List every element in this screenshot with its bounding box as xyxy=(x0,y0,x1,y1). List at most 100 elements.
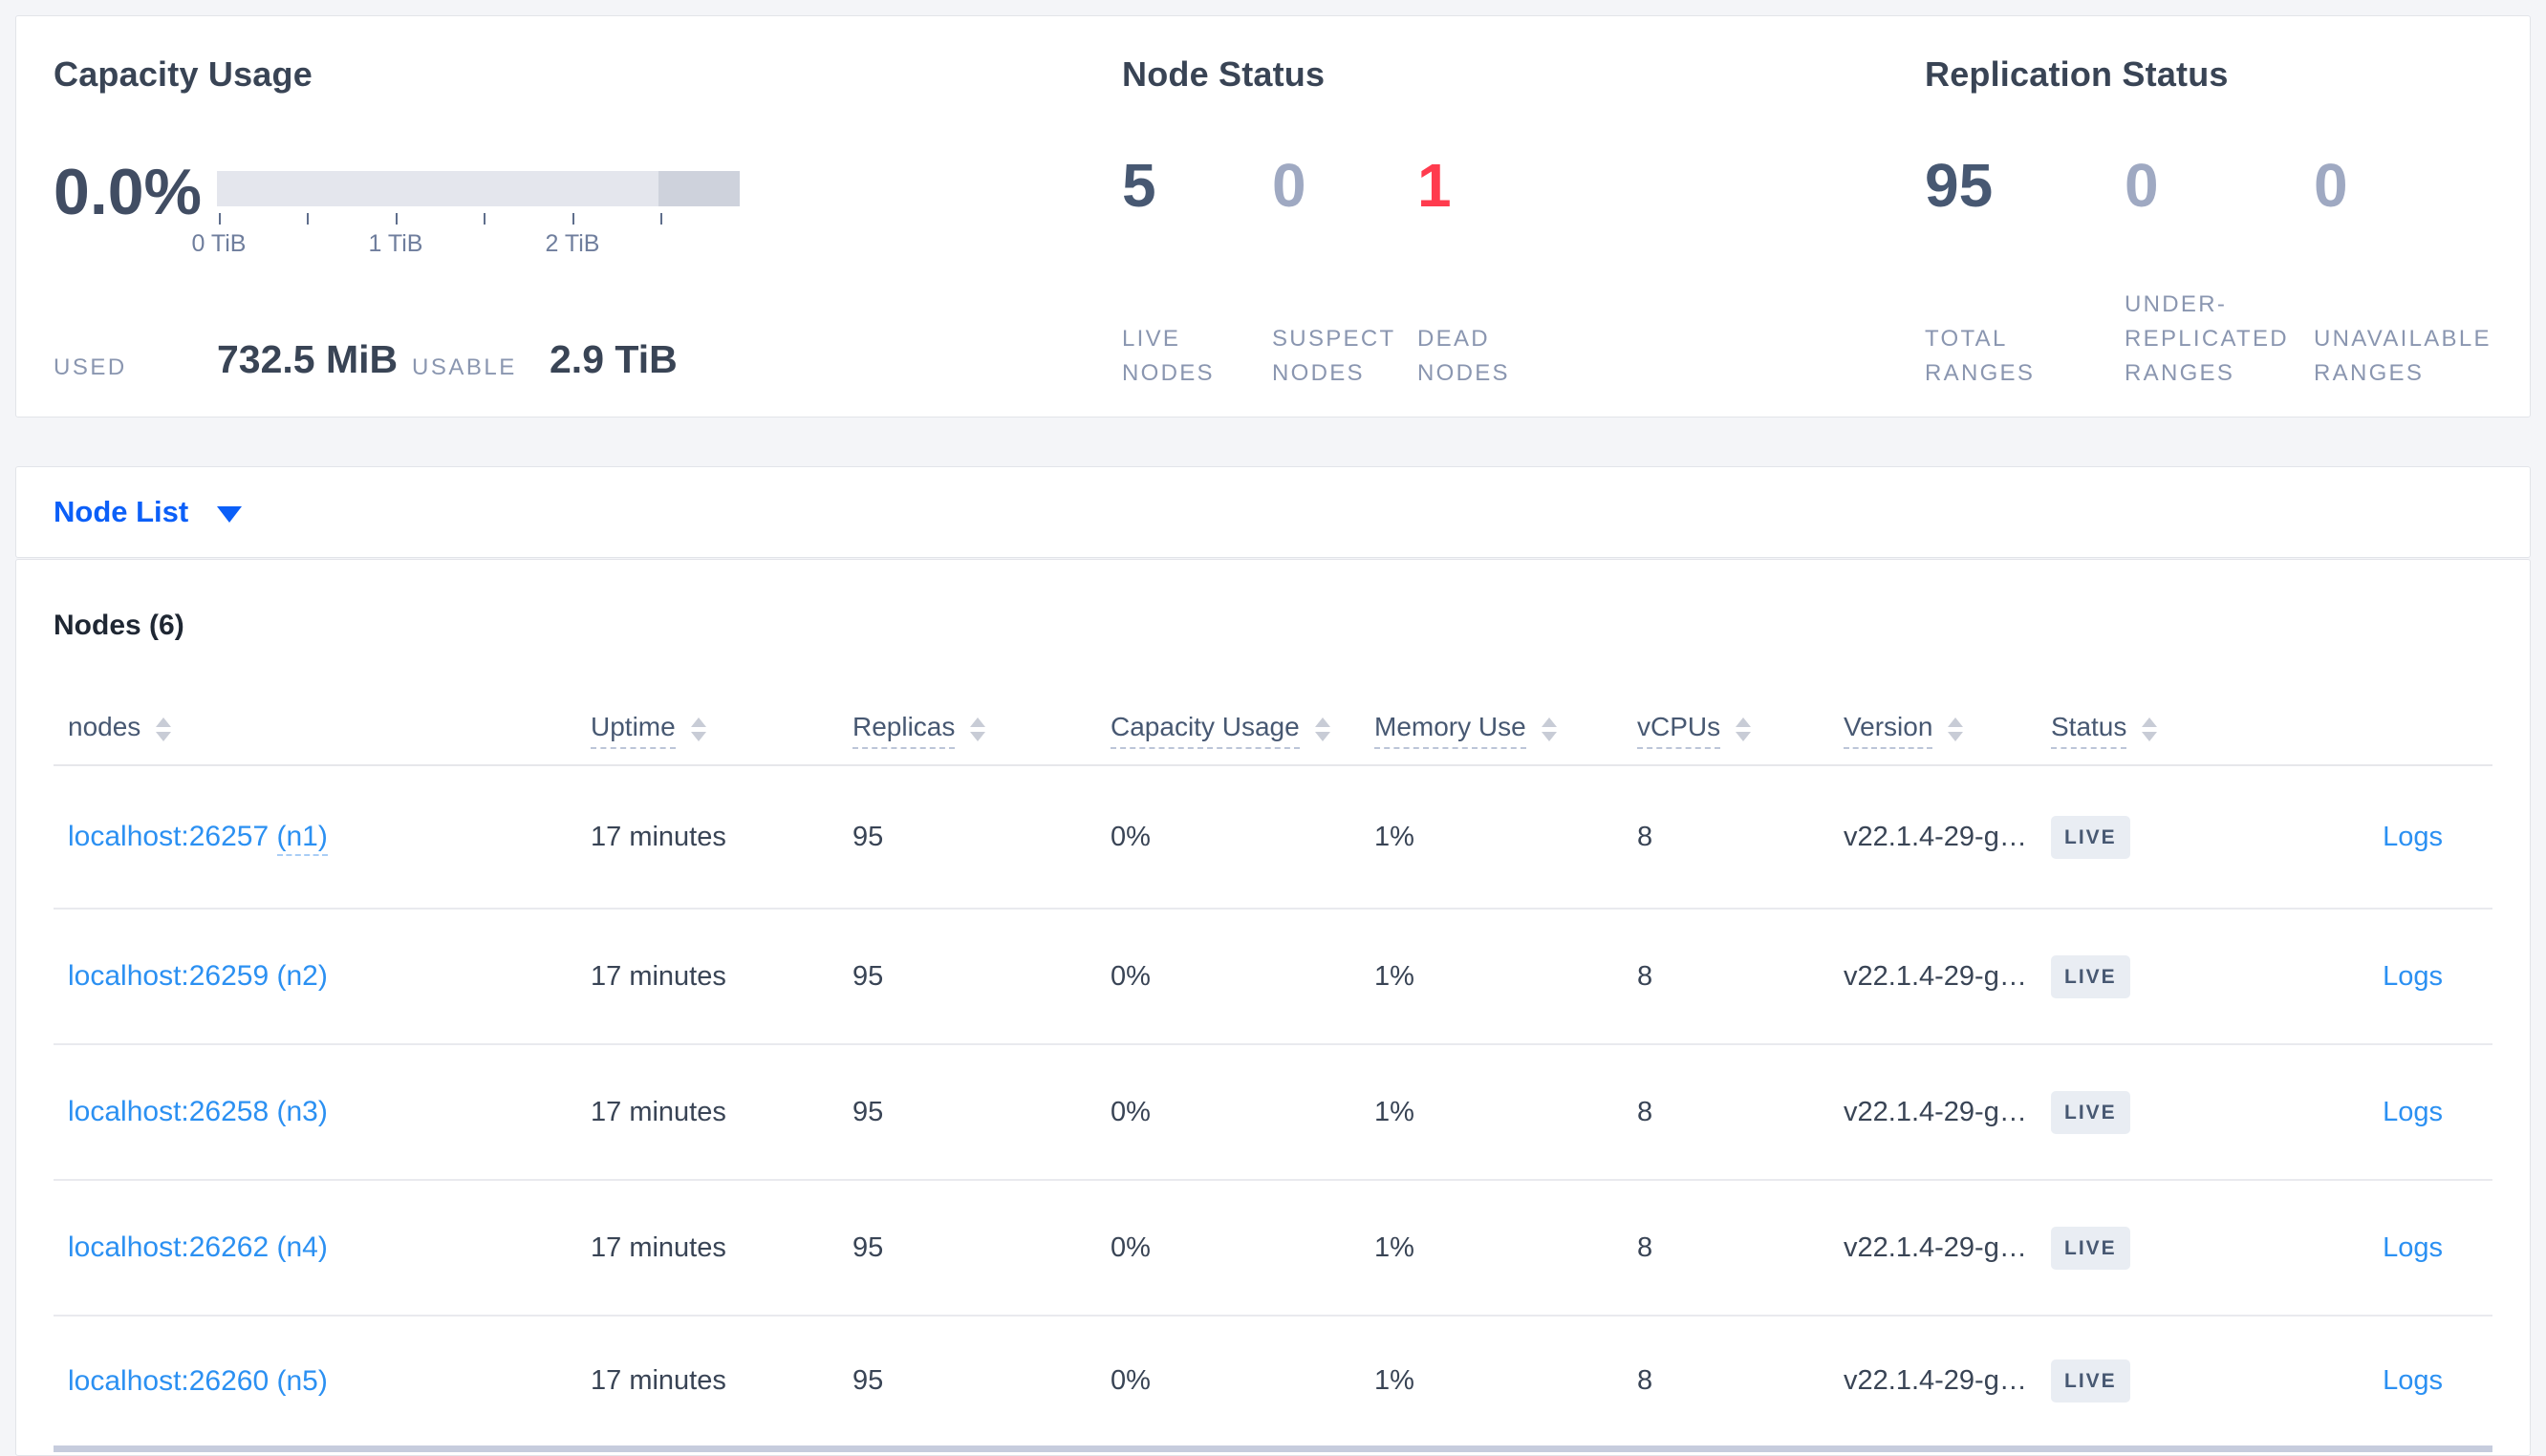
status-cell: LIVE xyxy=(2037,1226,2242,1270)
status-badge: LIVE xyxy=(2051,954,2130,998)
axis-tick xyxy=(484,213,485,225)
node-link[interactable]: localhost:26262 (n4) xyxy=(68,1231,328,1263)
capacity-usage-bar xyxy=(217,171,740,206)
axis-tick-label: 0 TiB xyxy=(191,230,247,257)
vcpus-cell: 8 xyxy=(1637,1096,1653,1127)
column-header-uptime[interactable]: Uptime xyxy=(576,713,838,749)
uptime-cell: 17 minutes xyxy=(591,1096,726,1127)
node-status-title: Node Status xyxy=(1122,54,1326,94)
logs-link[interactable]: Logs xyxy=(2383,1231,2443,1263)
node-link[interactable]: localhost:26257 (n1) xyxy=(68,821,328,856)
replication-status-card: Replication Status 95 TOTAL RANGES 0 UND… xyxy=(1925,16,2517,418)
logs-link[interactable]: Logs xyxy=(2383,960,2443,992)
column-header-vcpus[interactable]: vCPUs xyxy=(1623,713,1829,749)
column-header-label: Capacity Usage xyxy=(1111,713,1300,749)
total-ranges-value: 95 xyxy=(1925,151,1994,220)
replicas-cell: 95 xyxy=(852,1365,884,1396)
column-header-status[interactable]: Status xyxy=(2037,713,2242,749)
column-header-label: nodes xyxy=(68,712,141,741)
logs-link[interactable]: Logs xyxy=(2383,1096,2443,1127)
node-cell: localhost:26262 (n4) xyxy=(54,1231,576,1264)
capacity-usage-cell: 0% xyxy=(1111,960,1151,992)
node-link[interactable]: localhost:26258 (n3) xyxy=(68,1096,328,1127)
usable-value: 2.9 TiB xyxy=(550,337,678,381)
column-header-label: Version xyxy=(1844,713,1933,749)
suspect-nodes-metric: 0 SUSPECT NODES xyxy=(1272,16,1417,391)
sort-arrows-icon xyxy=(156,717,172,741)
memory-use-cell: 1% xyxy=(1374,821,1414,852)
memory-use-cell: 1% xyxy=(1374,960,1414,992)
vcpus-cell: 8 xyxy=(1637,960,1653,992)
uptime-cell: 17 minutes xyxy=(591,821,726,852)
suspect-nodes-value: 0 xyxy=(1272,151,1306,220)
unavailable-ranges-value: 0 xyxy=(2314,151,2348,220)
sort-arrows-icon xyxy=(1541,717,1557,741)
logs-cell: Logs xyxy=(2242,1097,2492,1128)
live-nodes-label: LIVE NODES xyxy=(1122,326,1215,386)
memory-use-cell: 1% xyxy=(1374,1365,1414,1396)
axis-tick xyxy=(219,213,221,225)
sort-arrows-icon xyxy=(690,717,706,741)
capacity-reserved-segment xyxy=(658,171,740,206)
replicas-cell: 95 xyxy=(852,1096,884,1127)
logs-link[interactable]: Logs xyxy=(2383,821,2443,852)
live-nodes-value: 5 xyxy=(1122,151,1156,220)
sort-arrows-icon xyxy=(1314,717,1330,741)
memory-use-cell: 1% xyxy=(1374,1096,1414,1127)
column-header-label: Memory Use xyxy=(1374,713,1526,749)
dead-nodes-label: DEAD NODES xyxy=(1417,326,1510,386)
total-ranges-label: TOTAL RANGES xyxy=(1925,326,2036,386)
node-cell: localhost:26258 (n3) xyxy=(54,1096,576,1128)
column-header-capacity-usage[interactable]: Capacity Usage xyxy=(1096,713,1360,749)
column-header-version[interactable]: Version xyxy=(1829,713,2037,749)
node-list-dropdown[interactable]: Node List xyxy=(54,495,243,529)
node-table-row: localhost:26257 (n1) 17 minutes 95 0% 1% 8 v22… xyxy=(54,766,2492,910)
vcpus-cell: 8 xyxy=(1637,1365,1653,1396)
used-value: 732.5 MiB xyxy=(217,337,399,381)
node-link[interactable]: localhost:26260 (n5) xyxy=(68,1364,328,1397)
version-cell: v22.1.4-29-g… xyxy=(1844,821,2027,852)
node-table-row: localhost:26260 (n5) 17 minutes 95 0% 1% 8 v22… xyxy=(54,1317,2492,1452)
node-cell: localhost:26260 (n5) xyxy=(54,1365,576,1398)
node-table-body: localhost:26257 (n1) 17 minutes 95 0% 1% 8 v22… xyxy=(54,766,2492,1452)
total-ranges-metric: 95 TOTAL RANGES xyxy=(1925,16,2125,391)
uptime-cell: 17 minutes xyxy=(591,1365,726,1396)
node-cell: localhost:26259 (n2) xyxy=(54,960,576,993)
vcpus-cell: 8 xyxy=(1637,1231,1653,1263)
node-list-bar: Node List xyxy=(15,466,2531,558)
used-label: USED xyxy=(54,354,127,380)
node-link[interactable]: localhost:26259 (n2) xyxy=(68,960,328,992)
node-id: (n1) xyxy=(276,821,328,856)
logs-link[interactable]: Logs xyxy=(2383,1365,2443,1396)
version-cell: v22.1.4-29-g… xyxy=(1844,1096,2027,1127)
column-header-label: Status xyxy=(2051,713,2127,749)
node-id: (n5) xyxy=(276,1364,328,1397)
axis-tick xyxy=(396,213,398,225)
version-cell: v22.1.4-29-g… xyxy=(1844,1365,2027,1396)
uptime-cell: 17 minutes xyxy=(591,1231,726,1263)
dead-nodes-metric: 1 DEAD NODES xyxy=(1417,16,1628,391)
sort-arrows-icon xyxy=(970,717,986,741)
suspect-nodes-label: SUSPECT NODES xyxy=(1272,326,1396,386)
column-header-label: vCPUs xyxy=(1637,713,1721,749)
node-id: (n4) xyxy=(276,1231,328,1263)
column-header-replicas[interactable]: Replicas xyxy=(838,713,1096,749)
replicas-cell: 95 xyxy=(852,1231,884,1263)
status-badge: LIVE xyxy=(2051,1090,2130,1134)
version-cell: v22.1.4-29-g… xyxy=(1844,960,2027,992)
summary-panel: Capacity Usage 0.0% 0 TiB 1 TiB 2 TiB US… xyxy=(15,15,2531,418)
replicas-cell: 95 xyxy=(852,821,884,852)
status-badge: LIVE xyxy=(2051,1360,2130,1402)
node-list-dropdown-label: Node List xyxy=(54,495,189,528)
logs-cell: Logs xyxy=(2242,1232,2492,1264)
unavailable-ranges-metric: 0 UNAVAILABLE RANGES xyxy=(2314,16,2517,391)
column-header-memory-use[interactable]: Memory Use xyxy=(1360,713,1623,749)
logs-cell: Logs xyxy=(2242,961,2492,993)
status-badge: LIVE xyxy=(2051,815,2130,859)
replication-status-title: Replication Status xyxy=(1925,54,2229,94)
status-cell: LIVE xyxy=(2037,1090,2242,1134)
nodes-heading: Nodes (6) xyxy=(54,610,184,641)
under-replicated-ranges-label: UNDER-REPLICATED RANGES xyxy=(2125,291,2289,386)
column-header-nodes[interactable]: nodes xyxy=(54,713,576,749)
column-header-label: Replicas xyxy=(852,713,956,749)
